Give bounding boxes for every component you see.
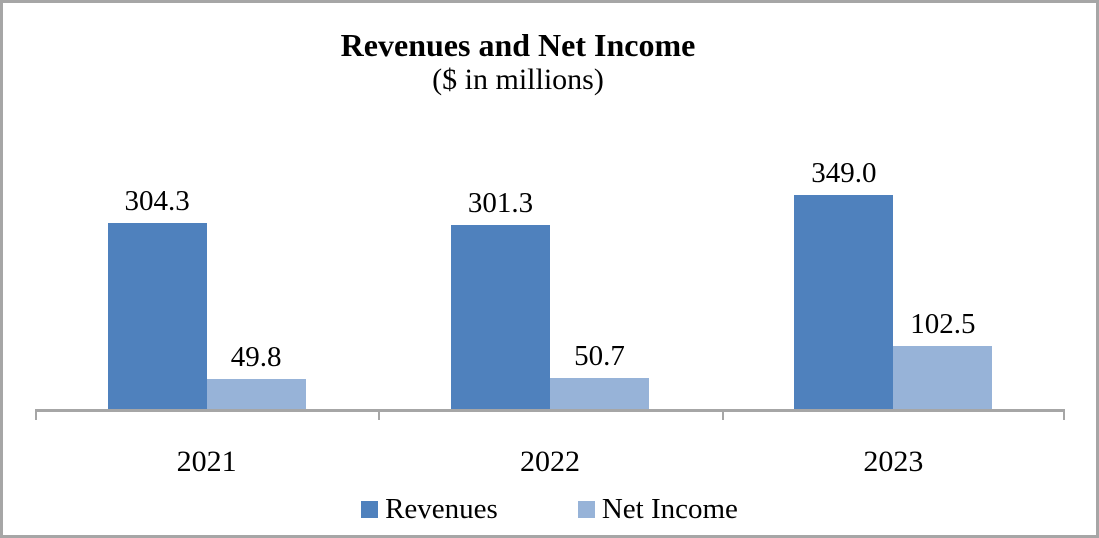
bar-revenues-2023 [794, 195, 894, 409]
value-label-revenues-2022: 301.3 [467, 186, 534, 219]
x-axis-tick [721, 409, 724, 420]
legend-item-revenues: Revenues [361, 493, 498, 525]
x-axis-line [35, 409, 1065, 412]
bar-net-income-2021 [206, 378, 306, 409]
bar-revenues-2022 [451, 224, 550, 409]
bar-revenues-2021 [107, 222, 207, 409]
chart-title: Revenues and Net Income [340, 27, 696, 63]
value-label-net-income-2023: 102.5 [910, 308, 976, 341]
legend-marker-revenues-icon [361, 500, 379, 518]
x-axis-label-2022: 2022 [520, 445, 580, 478]
x-axis-tick [35, 409, 37, 420]
chart-subtitle: ($ in millions) [432, 63, 604, 96]
plot-area: 304.3 49.8 2021 301.3 50.7 2022 349.0 102.5 2023 [3, 3, 1096, 535]
value-label-revenues-2023: 349.0 [811, 157, 877, 190]
value-label-net-income-2022: 50.7 [574, 339, 625, 372]
legend-item-net-income: Net Income [577, 493, 738, 525]
legend-label-net-income: Net Income [601, 493, 738, 525]
x-axis-tick [1063, 409, 1065, 420]
x-axis-label-2021: 2021 [176, 445, 237, 478]
legend-marker-net-income-icon [577, 500, 595, 518]
x-axis-tick [378, 409, 381, 420]
bar-net-income-2023 [893, 346, 993, 409]
value-label-revenues-2021: 304.3 [124, 184, 190, 217]
value-label-net-income-2021: 49.8 [230, 340, 282, 373]
legend: Revenues Net Income [3, 493, 1096, 525]
legend-label-revenues: Revenues [385, 493, 498, 525]
x-axis-label-2023: 2023 [863, 445, 924, 478]
bar-net-income-2022 [550, 377, 649, 409]
chart-title-block: Revenues and Net Income ($ in millions) [3, 27, 1033, 96]
